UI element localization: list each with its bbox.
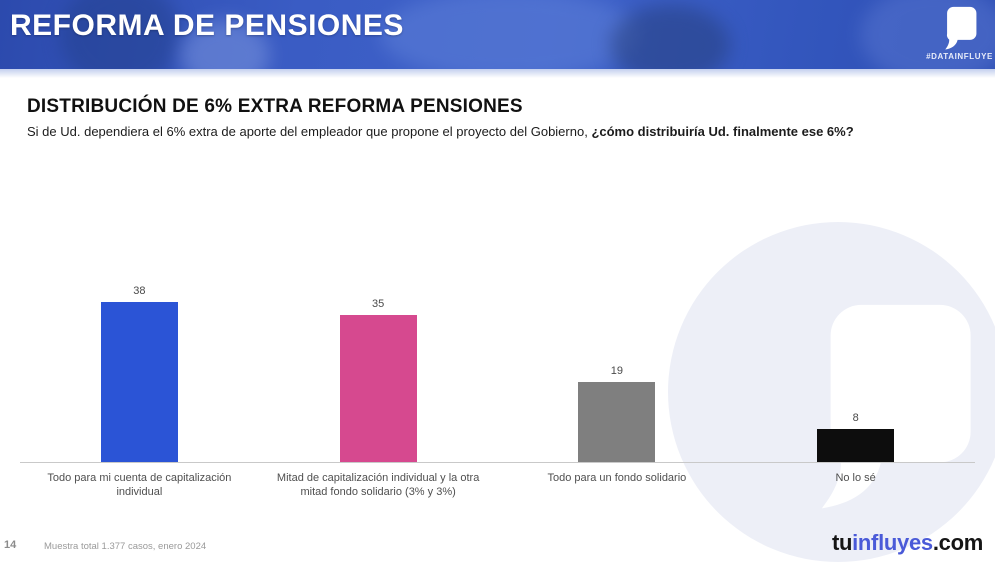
chart-title: DISTRIBUCIÓN DE 6% EXTRA REFORMA PENSION… <box>27 96 523 117</box>
category-label: Mitad de capitalización individual y la … <box>276 472 480 498</box>
x-axis-line <box>20 462 975 463</box>
logo-tu: tu <box>831 530 853 555</box>
header-banner: REFORMA DE PENSIONES #DATAINFLUYE <box>0 0 995 69</box>
tuinfluyes-logo: tuinfluyes.com <box>832 530 983 556</box>
hashtag-label: #DATAINFLUYE <box>926 52 993 61</box>
quote-logo-icon <box>945 6 977 50</box>
banner-photo-blur <box>610 5 730 69</box>
bar-column: 19 <box>498 238 737 463</box>
subtitle-regular: Si de Ud. dependiera el 6% extra de apor… <box>27 124 592 139</box>
page-number: 14 <box>4 539 17 551</box>
category-label: No lo sé <box>835 472 876 484</box>
banner-photo-blur <box>60 0 180 69</box>
bar-column: 38 <box>20 238 259 463</box>
bar-value-label: 8 <box>852 412 859 424</box>
banner-fade-strip <box>0 69 995 78</box>
bar-no-lo-se <box>817 429 895 463</box>
category-labels-row: Todo para mi cuenta de capitalización in… <box>20 471 975 499</box>
bar-value-label: 35 <box>372 298 385 310</box>
bar-capitalizacion-individual <box>100 302 178 463</box>
plot-area: 38 35 19 8 <box>20 238 975 463</box>
bar-column: 35 <box>259 238 498 463</box>
category-label: Todo para un fondo solidario <box>547 472 687 484</box>
banner-title: REFORMA DE PENSIONES <box>10 9 404 42</box>
subtitle-bold: ¿cómo distribuiría Ud. finalmente ese 6%… <box>591 124 854 139</box>
bar-value-label: 38 <box>133 285 146 297</box>
banner-photo-blur <box>380 0 640 69</box>
sample-note: Muestra total 1.377 casos, enero 2024 <box>44 541 207 552</box>
question-block: DISTRIBUCIÓN DE 6% EXTRA REFORMA PENSION… <box>27 96 979 140</box>
category-label: Todo para mi cuenta de capitalización in… <box>47 472 232 498</box>
logo-influyes: influyes <box>852 530 933 555</box>
chart-subtitle: Si de Ud. dependiera el 6% extra de apor… <box>27 124 977 140</box>
bar-mitad-y-mitad <box>339 315 417 463</box>
bar-chart: 38 35 19 8 Todo para mi cuenta de capita… <box>20 238 975 499</box>
banner-photo-blur <box>180 20 270 69</box>
bar-column: 8 <box>736 238 975 463</box>
bar-value-label: 19 <box>610 365 623 377</box>
bar-fondo-solidario <box>578 382 656 463</box>
logo-com: .com <box>932 530 983 555</box>
